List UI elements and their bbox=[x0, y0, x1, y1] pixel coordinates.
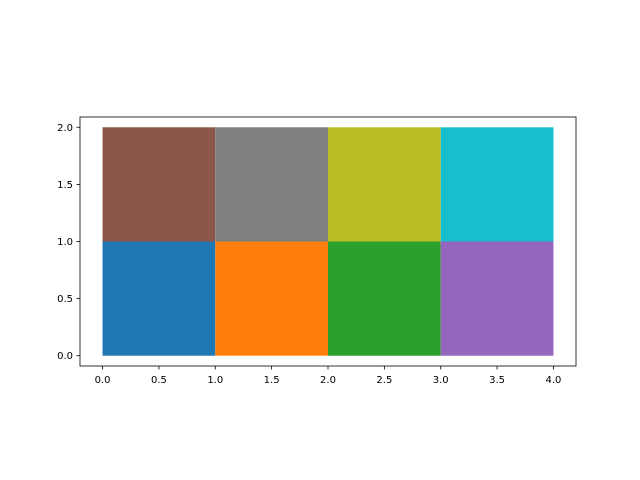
x-tick-label: 1.5 bbox=[264, 375, 280, 386]
x-axis-ticks: 0.0 0.5 1.0 1.5 2.0 2.5 3.0 3.5 4.0 bbox=[95, 366, 562, 386]
x-tick-label: 0.0 bbox=[95, 375, 111, 386]
y-axis-ticks: 0.0 0.5 1.0 1.5 2.0 bbox=[57, 123, 80, 362]
x-tick-label: 4.0 bbox=[546, 375, 562, 386]
y-tick-label: 2.0 bbox=[57, 123, 73, 134]
cell-7 bbox=[440, 127, 554, 242]
x-tick-label: 2.5 bbox=[376, 375, 392, 386]
cell-5 bbox=[215, 127, 328, 242]
x-tick-label: 0.5 bbox=[151, 375, 167, 386]
cell-6 bbox=[328, 127, 441, 242]
cell-1 bbox=[215, 241, 328, 356]
y-tick-label: 0.5 bbox=[57, 294, 73, 305]
x-tick-label: 3.0 bbox=[433, 375, 449, 386]
cell-2 bbox=[328, 241, 441, 356]
cell-3 bbox=[440, 241, 554, 356]
y-tick-label: 0.0 bbox=[57, 351, 73, 362]
cell-4 bbox=[102, 127, 216, 242]
x-tick-label: 3.5 bbox=[489, 375, 505, 386]
x-tick-label: 1.0 bbox=[207, 375, 223, 386]
y-tick-label: 1.5 bbox=[57, 180, 73, 191]
x-tick-label: 2.0 bbox=[320, 375, 336, 386]
y-tick-label: 1.0 bbox=[57, 237, 73, 248]
cell-0 bbox=[102, 241, 216, 356]
cells-layer bbox=[102, 127, 554, 356]
